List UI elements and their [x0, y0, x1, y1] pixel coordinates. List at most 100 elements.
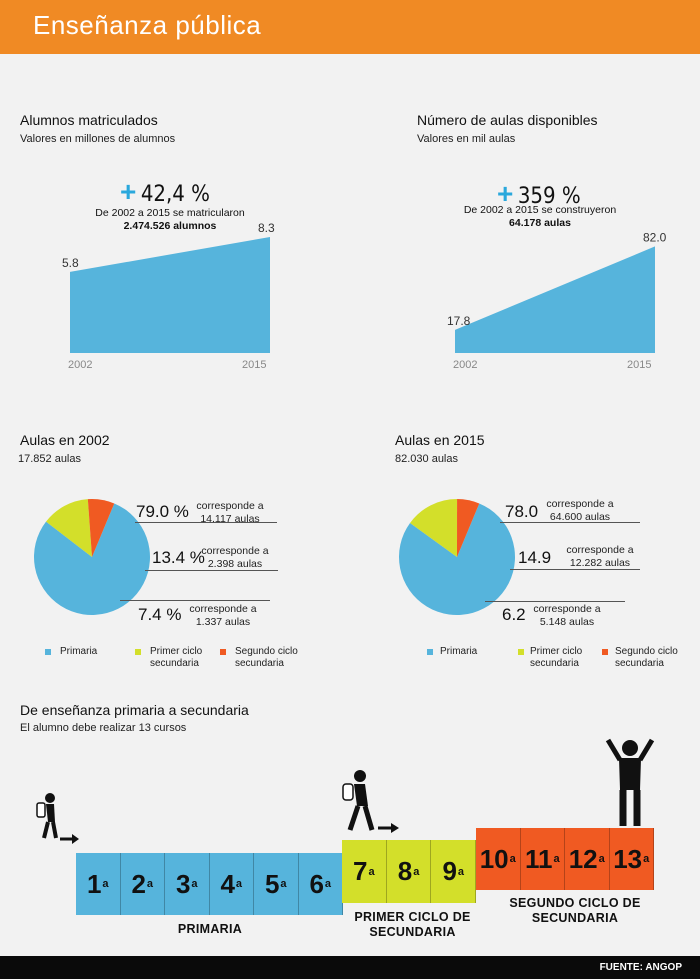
pie2015-line-primer	[510, 569, 640, 570]
alumnos-growth-value: 42,4 %	[140, 182, 210, 207]
course-number: 3	[175, 868, 191, 899]
primaria-label: PRIMARIA	[177, 922, 243, 936]
pie2002-title: Aulas en 2002	[20, 432, 110, 448]
pie2015-pct-primer: 14.9	[518, 548, 552, 567]
course-ordinal: a	[413, 865, 420, 878]
pie2002-desc-primaria-2: 14.117 aulas	[200, 513, 260, 525]
legend2-primaria-swatch	[427, 649, 433, 655]
legend-primaria-swatch	[45, 649, 51, 655]
course-number: 9	[442, 856, 457, 886]
course-ordinal: a	[598, 853, 605, 865]
primer-ciclo-label-1: PRIMER CICLO DE	[354, 910, 471, 924]
course-number: 1	[86, 868, 102, 899]
course-ordinal: a	[146, 878, 154, 890]
pie2015-chart	[399, 499, 515, 615]
pie2002-slices	[33, 499, 150, 615]
pie1-slice-segundo-ciclo	[87, 499, 115, 557]
pie2015-desc-primaria-2: 64.600 aulas	[549, 511, 611, 523]
pie2-slice-segundo-ciclo	[457, 499, 480, 557]
course-ordinal: a	[102, 878, 109, 890]
pie2002-subtitle: 17.852 aulas	[18, 453, 81, 465]
course-number: 8	[397, 856, 413, 886]
pie2015-line-segundo	[485, 601, 625, 602]
course-ordinal: a	[324, 878, 332, 890]
footer-bar: FUENTE: ANGOP	[0, 956, 700, 979]
pie2015-desc-primer-2: 12.282 aulas	[569, 557, 631, 569]
course-ordinal: a	[553, 853, 560, 865]
student-celebrating-icon	[605, 738, 655, 826]
aulas-area-chart: 17.8 82.0 2002 2015	[447, 230, 667, 371]
segundo-ciclo-label-1: SEGUNDO CICLO DE	[509, 896, 641, 910]
course-number: 2	[131, 868, 146, 899]
course-ordinal: a	[280, 878, 287, 890]
course-number: 4	[220, 868, 235, 899]
course-block-10: 10 a	[476, 828, 521, 890]
legend2-primer-2: secundaria	[530, 658, 579, 669]
alumnos-value-2002: 5.8	[62, 256, 79, 270]
course-block-11: 11 a	[520, 828, 565, 890]
pie2002-pct-primer: 13.4 %	[152, 548, 205, 567]
course-ordinal: a	[509, 853, 516, 865]
alumnos-line2: 2.474.526 alumnos	[123, 220, 217, 232]
student-walking-icon	[36, 793, 79, 844]
alumnos-title: Alumnos matriculados	[20, 112, 158, 128]
pie2002-chart	[33, 499, 150, 615]
pie2002-line-primer	[145, 570, 278, 571]
footer-source: FUENTE: ANGOP	[599, 962, 682, 973]
legend2-primer-swatch	[518, 649, 524, 655]
cursos-title: De enseñanza primaria a secundaria	[20, 702, 249, 718]
course-number: 13	[613, 843, 643, 874]
alumnos-area	[70, 236, 270, 353]
pie1-slice-primer-ciclo	[46, 499, 92, 557]
pie2002-line-segundo	[120, 600, 270, 601]
aulas-subtitle: Valores en mil aulas	[417, 133, 516, 145]
legend2-primaria: Primaria	[440, 646, 478, 657]
course-ordinal: a	[368, 865, 375, 878]
alumnos-subtitle: Valores en millones de alumnos	[20, 133, 176, 145]
legend2-primer-1: Primer ciclo	[530, 646, 583, 657]
alumnos-line1: De 2002 a 2015 se matricularon	[95, 207, 245, 219]
aulas-year-2015: 2015	[627, 359, 651, 371]
plus-icon: +	[120, 176, 137, 207]
course-ordinal: a	[457, 865, 465, 878]
pie2002-line-primaria	[135, 522, 277, 523]
pie2015-desc-primer-1: corresponde a	[566, 544, 634, 556]
pie2015-desc-segundo-1: corresponde a	[533, 603, 601, 615]
plus-icon: +	[497, 178, 514, 209]
legend-segundo-1: Segundo ciclo	[235, 646, 298, 657]
primer-ciclo-label-2: SECUNDARIA	[369, 925, 456, 939]
aulas-line1: De 2002 a 2015 se construyeron	[463, 204, 617, 216]
pie1-slice-primaria	[33, 503, 150, 615]
legend-segundo-2: secundaria	[235, 658, 284, 669]
alumnos-growth: + 42,4 %	[120, 176, 210, 208]
student-walking-icon-2	[342, 770, 399, 833]
course-number: 10	[479, 843, 509, 874]
page-title: Enseñanza pública	[33, 10, 262, 40]
pie2002-desc-primer-1: corresponde a	[201, 545, 269, 557]
segundo-ciclo-label-2: SECUNDARIA	[531, 911, 619, 925]
legend2-segundo-1: Segundo ciclo	[615, 646, 678, 657]
pie2002-pct-primaria: 79.0 %	[136, 502, 189, 521]
pie2002-pct-segundo: 7.4 %	[138, 605, 182, 624]
pie2015-line-primaria	[500, 522, 640, 523]
course-number: 12	[568, 843, 598, 874]
course-ordinal: a	[643, 853, 650, 865]
course-number: 7	[353, 856, 368, 886]
cursos-subtitle: El alumno debe realizar 13 cursos	[20, 722, 187, 734]
pie2-slice-primaria	[399, 503, 515, 615]
pie2015-subtitle: 82.030 aulas	[395, 453, 458, 465]
header-bar: Enseñanza pública	[0, 0, 700, 54]
aulas-growth-value: 359 %	[517, 184, 581, 209]
alumnos-year-2015: 2015	[242, 359, 266, 371]
aulas-value-2015: 82.0	[643, 230, 667, 244]
legend-segundo-swatch	[220, 649, 226, 655]
alumnos-value-2015: 8.3	[258, 221, 275, 235]
